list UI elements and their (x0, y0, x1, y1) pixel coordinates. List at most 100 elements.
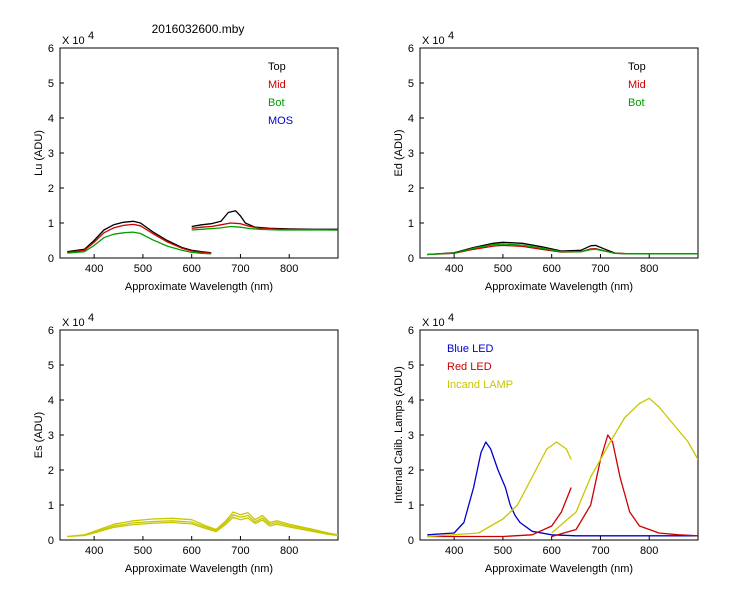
ytick-label: 4 (48, 113, 54, 125)
multiplier-label: X 10 (422, 317, 445, 329)
ytick-label: 1 (408, 218, 414, 230)
ytick-label: 1 (48, 500, 54, 512)
ytick-label: 3 (408, 148, 414, 160)
ytick-label: 3 (408, 430, 414, 442)
ytick-label: 3 (48, 148, 54, 160)
xtick-label: 600 (183, 263, 201, 275)
legend-entry-bot: Bot (268, 97, 285, 109)
series-line-incand-lamp (427, 441, 572, 538)
y-axis-label: Es (ADU) (33, 412, 45, 458)
ytick-label: 5 (48, 78, 54, 90)
ytick-label: 3 (48, 430, 54, 442)
ytick-label: 1 (48, 218, 54, 230)
legend-entry-blue-led: Blue LED (447, 343, 494, 355)
ytick-label: 0 (408, 535, 414, 547)
multiplier-label: X 10 (62, 35, 85, 47)
ytick-label: 4 (408, 113, 414, 125)
ytick-label: 0 (48, 253, 54, 265)
series-line-es-2 (67, 514, 338, 538)
ytick-label: 6 (408, 325, 414, 337)
ytick-label: 0 (48, 535, 54, 547)
x-axis-label: Approximate Wavelength (nm) (125, 281, 273, 293)
x-axis-label: Approximate Wavelength (nm) (125, 563, 273, 575)
series-line-es-3 (67, 516, 338, 538)
ytick-label: 5 (408, 360, 414, 372)
legend-entry-mos: MOS (268, 115, 293, 127)
xtick-label: 400 (445, 545, 463, 557)
xtick-label: 500 (134, 263, 152, 275)
xtick-label: 800 (640, 263, 658, 275)
series-line-es-1 (67, 511, 338, 538)
ytick-label: 5 (408, 78, 414, 90)
xtick-label: 700 (591, 545, 609, 557)
legend-entry-incand-lamp: Incand LAMP (447, 379, 513, 391)
multiplier-exponent: 4 (448, 30, 454, 42)
xtick-label: 500 (494, 545, 512, 557)
xtick-label: 800 (280, 545, 298, 557)
xtick-label: 500 (134, 545, 152, 557)
ytick-label: 1 (408, 500, 414, 512)
series-line-top (67, 220, 212, 254)
axes-frame-ed (419, 47, 699, 259)
axes-frame-lu (59, 47, 339, 259)
legend-entry-top: Top (268, 61, 286, 73)
xtick-label: 700 (231, 545, 249, 557)
multiplier-exponent: 4 (448, 312, 454, 324)
ytick-label: 0 (408, 253, 414, 265)
series-line-bot (427, 243, 698, 256)
ytick-label: 4 (408, 395, 414, 407)
y-axis-label: Internal Calib. Lamps (ADU) (393, 366, 405, 504)
multiplier-label: X 10 (422, 35, 445, 47)
xtick-label: 400 (85, 263, 103, 275)
xtick-label: 400 (85, 545, 103, 557)
ytick-label: 2 (408, 465, 414, 477)
ytick-label: 5 (48, 360, 54, 372)
xtick-label: 600 (543, 263, 561, 275)
xtick-label: 700 (231, 263, 249, 275)
ytick-label: 4 (48, 395, 54, 407)
series-group (427, 241, 698, 256)
xtick-label: 600 (543, 545, 561, 557)
multiplier-exponent: 4 (88, 312, 94, 324)
xtick-label: 400 (445, 263, 463, 275)
ytick-label: 6 (408, 43, 414, 55)
series-line-top (427, 241, 698, 256)
series-line-bot (67, 231, 212, 255)
series-line-incand-lamp (551, 397, 698, 534)
multiplier-exponent: 4 (88, 30, 94, 42)
legend-entry-mid: Mid (268, 79, 286, 91)
x-axis-label: Approximate Wavelength (nm) (485, 563, 633, 575)
series-line-red-led (427, 487, 572, 538)
ytick-label: 2 (48, 183, 54, 195)
xtick-label: 500 (494, 263, 512, 275)
figure-title: 2016032600.mby (152, 22, 245, 36)
xtick-label: 800 (280, 263, 298, 275)
legend-entry-mid: Mid (628, 79, 646, 91)
ytick-label: 2 (408, 183, 414, 195)
multiplier-label: X 10 (62, 317, 85, 329)
series-line-bot (191, 225, 338, 231)
xtick-label: 700 (591, 263, 609, 275)
legend-entry-red-led: Red LED (447, 361, 492, 373)
series-line-red-led (551, 434, 698, 538)
series-group (427, 397, 698, 538)
ytick-label: 2 (48, 465, 54, 477)
x-axis-label: Approximate Wavelength (nm) (485, 281, 633, 293)
legend-entry-bot: Bot (628, 97, 645, 109)
series-line-mid (67, 223, 212, 254)
xtick-label: 800 (640, 545, 658, 557)
ytick-label: 6 (48, 325, 54, 337)
series-group (67, 210, 338, 255)
xtick-label: 600 (183, 545, 201, 557)
y-axis-label: Ed (ADU) (393, 129, 405, 176)
axes-frame-es (59, 329, 339, 541)
legend-entry-top: Top (628, 61, 646, 73)
series-line-blue-led (427, 441, 698, 537)
y-axis-label: Lu (ADU) (33, 130, 45, 176)
